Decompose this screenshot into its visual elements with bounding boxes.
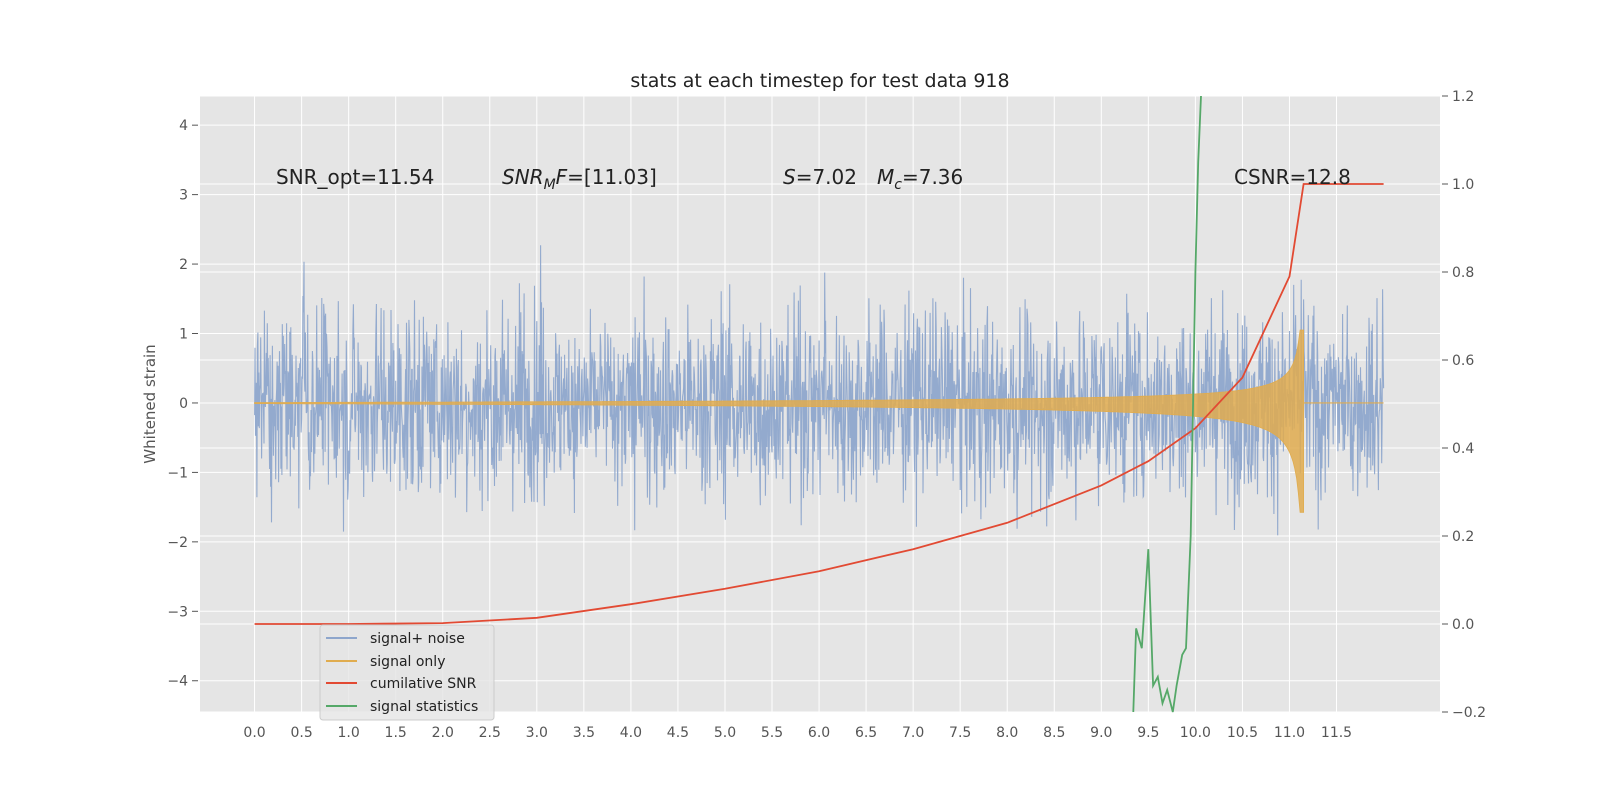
y-axis-ticks: 4 3 2 1 0 −1 −2 −3 −4 (167, 118, 198, 690)
y-tick-label: 4 (179, 118, 188, 134)
y2-tick-label: 0.4 (1452, 441, 1474, 457)
annotation-csnr: CSNR=12.8 (1234, 165, 1351, 189)
x-tick-label: 11.5 (1321, 725, 1352, 741)
x-tick-label: 3.0 (526, 725, 548, 741)
annotation-s: S=7.02 (783, 165, 857, 189)
x-tick-label: 6.5 (855, 725, 877, 741)
annotation-mc: Mc=7.36 (877, 165, 963, 193)
x-axis-ticks: 0.0 0.5 1.0 1.5 2.0 2.5 3.0 3.5 4.0 4.5 5.0 5.5 6.0 6… (243, 725, 1352, 741)
legend-label-signal-only: signal only (370, 654, 445, 670)
x-tick-label: 7.5 (949, 725, 971, 741)
x-tick-label: 2.0 (432, 725, 454, 741)
x-tick-label: 8.0 (996, 725, 1018, 741)
y-tick-label: 3 (179, 188, 188, 204)
annotation-snr-opt: SNR_opt=11.54 (276, 165, 434, 189)
y-tick-label: 0 (179, 396, 188, 412)
y2-tick-label: −0.2 (1452, 705, 1486, 721)
x-tick-label: 4.5 (667, 725, 689, 741)
x-tick-label: 6.0 (808, 725, 830, 741)
series-signal-only (254, 329, 1384, 513)
annotation-snr-mf: SNRMF=[11.03] (502, 165, 657, 193)
y2-tick-label: 0.0 (1452, 617, 1474, 633)
annotation-mc-value: =7.36 (902, 165, 963, 189)
annotation-snr-mf-value: =[11.03] (567, 165, 657, 189)
x-tick-label: 10.0 (1180, 725, 1211, 741)
y-tick-label: −1 (167, 465, 188, 481)
legend-label-signal-statistics: signal statistics (370, 699, 478, 715)
x-tick-label: 0.0 (243, 725, 265, 741)
legend-label-cumulative-snr: cumilative SNR (370, 676, 477, 692)
annotation-mc-sub: c (894, 177, 902, 193)
x-tick-label: 3.5 (573, 725, 595, 741)
signal-statistics-line (1132, 95, 1202, 713)
x-tick-label: 5.5 (761, 725, 783, 741)
y-axis-label: Whitened strain (141, 344, 159, 463)
x-tick-label: 8.5 (1043, 725, 1065, 741)
y-tick-label: −2 (167, 535, 188, 551)
annotation-snr-mf-symbol: SNR (502, 165, 544, 189)
series-cumulative-snr (254, 183, 1384, 625)
annotation-s-value: =7.02 (796, 165, 857, 189)
y2-tick-label: 1.2 (1452, 89, 1474, 105)
y2-tick-label: 0.2 (1452, 529, 1474, 545)
y2-axis-ticks: 1.2 1.0 0.8 0.6 0.4 0.2 0.0 −0.2 (1442, 89, 1486, 721)
x-tick-label: 10.5 (1227, 725, 1258, 741)
cumulative-snr-line (254, 183, 1384, 625)
x-tick-label: 1.0 (338, 725, 360, 741)
annotation-mc-symbol: M (877, 165, 894, 189)
series-signal-statistics (1132, 95, 1202, 713)
y2-tick-label: 1.0 (1452, 177, 1474, 193)
legend: signal+ noise signal only cumilative SNR… (319, 624, 495, 721)
x-tick-label: 5.0 (714, 725, 736, 741)
y2-tick-label: 0.8 (1452, 265, 1474, 281)
y-tick-label: −3 (167, 604, 188, 620)
y2-tick-label: 0.6 (1452, 353, 1474, 369)
x-tick-label: 1.5 (385, 725, 407, 741)
x-tick-label: 9.0 (1090, 725, 1112, 741)
x-tick-label: 2.5 (479, 725, 501, 741)
y-tick-label: 1 (179, 327, 188, 343)
y-tick-label: −4 (167, 674, 188, 690)
legend-box (319, 624, 495, 721)
signal-only-fill (254, 329, 1304, 513)
x-tick-label: 0.5 (290, 725, 312, 741)
x-tick-label: 7.0 (902, 725, 924, 741)
x-tick-label: 4.0 (620, 725, 642, 741)
annotation-snr-mf-tail: F (556, 165, 568, 189)
chart-title: stats at each timestep for test data 918 (630, 70, 1009, 92)
annotation-snr-mf-sub: M (544, 177, 556, 193)
annotation-s-symbol: S (783, 165, 796, 189)
series-signal-noise (254, 245, 1385, 536)
signal-noise-line (254, 245, 1385, 536)
x-tick-label: 11.0 (1274, 725, 1305, 741)
x-tick-label: 9.5 (1137, 725, 1159, 741)
legend-label-signal-noise: signal+ noise (370, 631, 465, 647)
y-tick-label: 2 (179, 257, 188, 273)
